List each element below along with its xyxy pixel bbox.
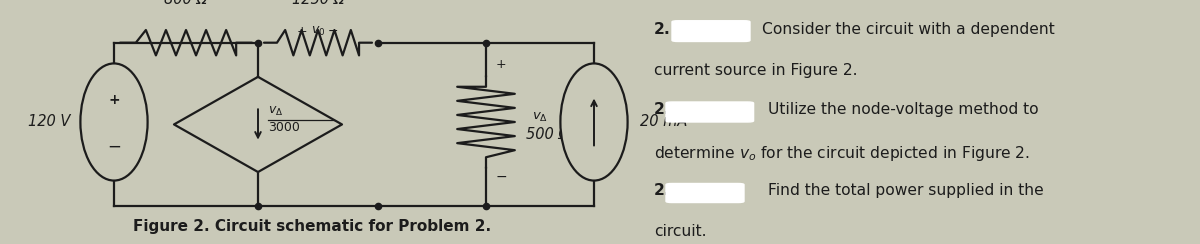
Text: Utilize the node-voltage method to: Utilize the node-voltage method to <box>768 102 1039 117</box>
Text: $v_\Delta$: $v_\Delta$ <box>268 105 283 118</box>
Text: Figure 2. Circuit schematic for Problem 2.: Figure 2. Circuit schematic for Problem … <box>133 219 491 234</box>
Text: $v_0$: $v_0$ <box>311 25 325 38</box>
Text: 1250 Ω: 1250 Ω <box>292 0 344 7</box>
Text: 500 Ω: 500 Ω <box>526 127 569 142</box>
Text: Find the total power supplied in the: Find the total power supplied in the <box>768 183 1044 198</box>
Text: 120 V: 120 V <box>29 114 71 130</box>
Text: current source in Figure 2.: current source in Figure 2. <box>654 63 858 78</box>
FancyBboxPatch shape <box>666 183 744 203</box>
FancyBboxPatch shape <box>666 102 754 122</box>
Ellipse shape <box>560 63 628 181</box>
Text: 3000: 3000 <box>268 121 300 134</box>
Text: 20 mA: 20 mA <box>640 114 686 130</box>
Text: +: + <box>298 25 312 38</box>
Text: 2.2.: 2.2. <box>654 183 688 198</box>
Text: 2.: 2. <box>654 22 671 37</box>
Text: 800 Ω: 800 Ω <box>164 0 208 7</box>
Polygon shape <box>174 77 342 172</box>
Text: −: − <box>496 170 508 184</box>
Text: −: − <box>324 25 338 38</box>
FancyBboxPatch shape <box>672 21 750 41</box>
Text: +: + <box>108 93 120 107</box>
Text: circuit.: circuit. <box>654 224 707 239</box>
Ellipse shape <box>80 63 148 181</box>
Text: determine $v_o$ for the circuit depicted in Figure 2.: determine $v_o$ for the circuit depicted… <box>654 144 1030 163</box>
Text: Consider the circuit with a dependent: Consider the circuit with a dependent <box>762 22 1055 37</box>
Text: $v_\Delta$: $v_\Delta$ <box>532 111 547 124</box>
Text: +: + <box>496 58 506 71</box>
Text: −: − <box>107 137 121 155</box>
Text: 2.1.: 2.1. <box>654 102 688 117</box>
